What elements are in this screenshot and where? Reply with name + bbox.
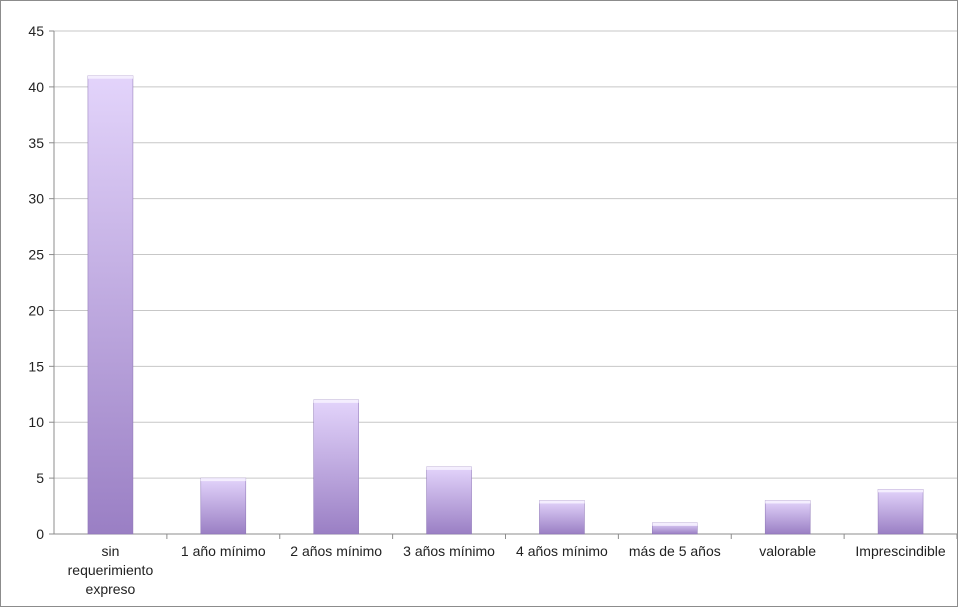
x-tick-label-line: requerimiento [68,562,154,578]
x-tick-label: 4 años mínimo [516,543,608,559]
bar-3 [313,399,359,535]
x-tick-label-line: 4 años mínimo [516,543,608,559]
bar-cap-5 [539,500,585,504]
bar-4 [426,466,472,535]
y-tick-label: 40 [28,79,44,95]
y-tick-label: 10 [28,414,44,430]
x-tick-label-line: expreso [86,581,136,597]
y-tick-label: 20 [28,302,44,318]
x-tick-label: valorable [759,543,816,559]
x-tick-label: sin requerimiento expreso [68,543,154,597]
x-tick-label-line: 1 año mínimo [181,543,266,559]
x-tick-label-line: valorable [759,543,816,559]
x-tick-label-line: Imprescindible [855,543,945,559]
bar-cap-2 [200,478,246,482]
bar-1 [87,75,134,535]
x-tick-label-line: 2 años mínimo [290,543,382,559]
bar-cap-8 [878,489,924,493]
bar-cap-4 [426,466,472,470]
y-tick-label: 15 [28,358,44,374]
y-tick-label: 45 [28,23,44,39]
bar-cap-3 [313,399,359,403]
x-tick-label: 2 años mínimo [290,543,382,559]
bar-cap-6 [652,522,698,526]
x-tick-label: Imprescindible [855,543,945,559]
y-tick-label: 0 [36,526,44,542]
x-tick-label-line: más de 5 años [629,543,721,559]
bar-5 [539,500,585,535]
x-tick-label-line: sin [101,543,119,559]
y-tick-label: 30 [28,191,44,207]
x-tick-label-line: 3 años mínimo [403,543,495,559]
y-tick-label: 5 [36,470,44,486]
x-tick-label: más de 5 años [629,543,721,559]
x-tick-label: 1 año mínimo [181,543,266,559]
bar-7 [764,500,811,535]
bar-8 [877,489,924,535]
y-tick-label: 35 [28,135,44,151]
y-tick-label: 25 [28,247,44,263]
bar-2 [200,477,247,535]
x-tick-label: 3 años mínimo [403,543,495,559]
bar-cap-1 [87,75,133,79]
bar-cap-7 [765,500,811,504]
